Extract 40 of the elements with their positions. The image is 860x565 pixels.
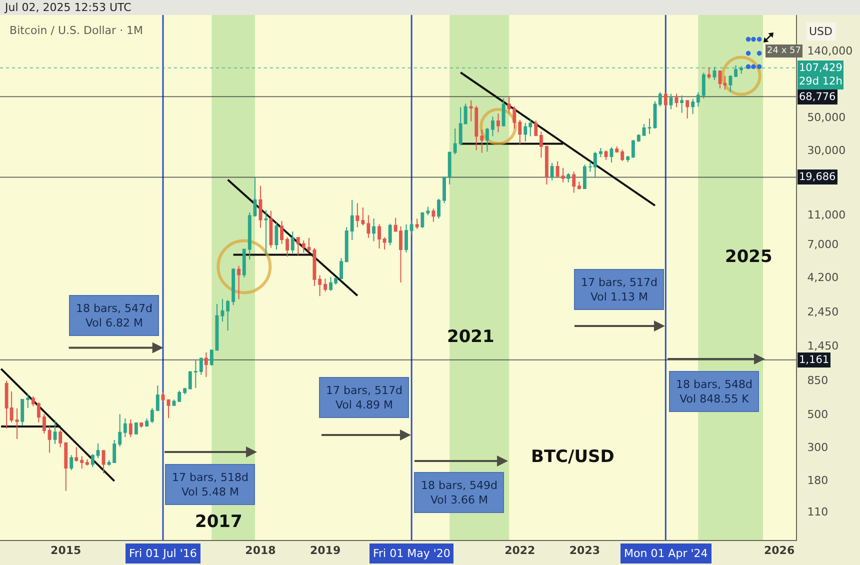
ref-line-label: 68,776 — [799, 91, 836, 103]
chart-subtitle: Jul 02, 2025 12:53 UTC — [0, 0, 860, 15]
y-tick-label: 4,200 — [807, 270, 839, 284]
y-tick-label: 110 — [807, 506, 828, 519]
annotation: 18 bars, 548d Vol 848.55 K — [676, 378, 752, 406]
ref-line-label: Fri 01 Jul '16 — [129, 547, 197, 560]
text: Bitcoin / U.S. Dollar · 1M — [10, 24, 144, 37]
y-tick-label: 2,450 — [807, 306, 839, 319]
y-tick-label: 1,450 — [807, 339, 839, 352]
annotation: 18 bars, 547d Vol 6.82 M — [76, 302, 152, 330]
annotation: 17 bars, 517d Vol 1.13 M — [581, 276, 658, 304]
ref-line-label: 1,161 — [799, 354, 830, 366]
ref-line-label: Fri 01 May '20 — [373, 547, 450, 560]
y-tick-label: 30,000 — [807, 144, 846, 157]
annotation: 17 bars, 518d Vol 5.48 M — [172, 471, 248, 498]
y-tick-label: 50,000 — [807, 111, 846, 124]
y-tick-label: 11,000 — [807, 208, 846, 222]
x-tick-label: 2023 — [569, 544, 600, 558]
y-tick-label: 180 — [807, 474, 828, 487]
x-tick-label: 2022 — [504, 544, 536, 558]
x-tick-label: 2026 — [764, 544, 795, 558]
y-tick-label: 500 — [807, 408, 828, 421]
annotation: 24 x 57 — [767, 46, 801, 56]
annotation: BTC/USD — [531, 447, 614, 467]
annotation: 18 bars, 549d Vol 3.66 M — [421, 479, 498, 506]
annotation: 2021 — [447, 327, 494, 347]
x-tick-label: 2015 — [50, 544, 82, 558]
annotation: 2025 — [725, 247, 772, 267]
y-tick-label: 140,000 — [807, 44, 853, 58]
y-axis-title: USD — [809, 25, 833, 38]
y-tick-label: 7,000 — [807, 238, 839, 251]
x-tick-label: 2018 — [245, 544, 276, 558]
annotation: 17 bars, 517d Vol 4.89 M — [326, 384, 402, 412]
annotation: 2017 — [195, 512, 242, 532]
x-tick-label: 2019 — [310, 544, 341, 558]
y-tick-label: 300 — [807, 440, 828, 454]
y-tick-label: 850 — [807, 374, 828, 387]
ref-line-label: 107,429 29d 12h — [799, 62, 842, 88]
ref-line-label: Mon 01 Apr '24 — [624, 547, 708, 560]
ref-line-label: 19,686 — [799, 171, 836, 183]
